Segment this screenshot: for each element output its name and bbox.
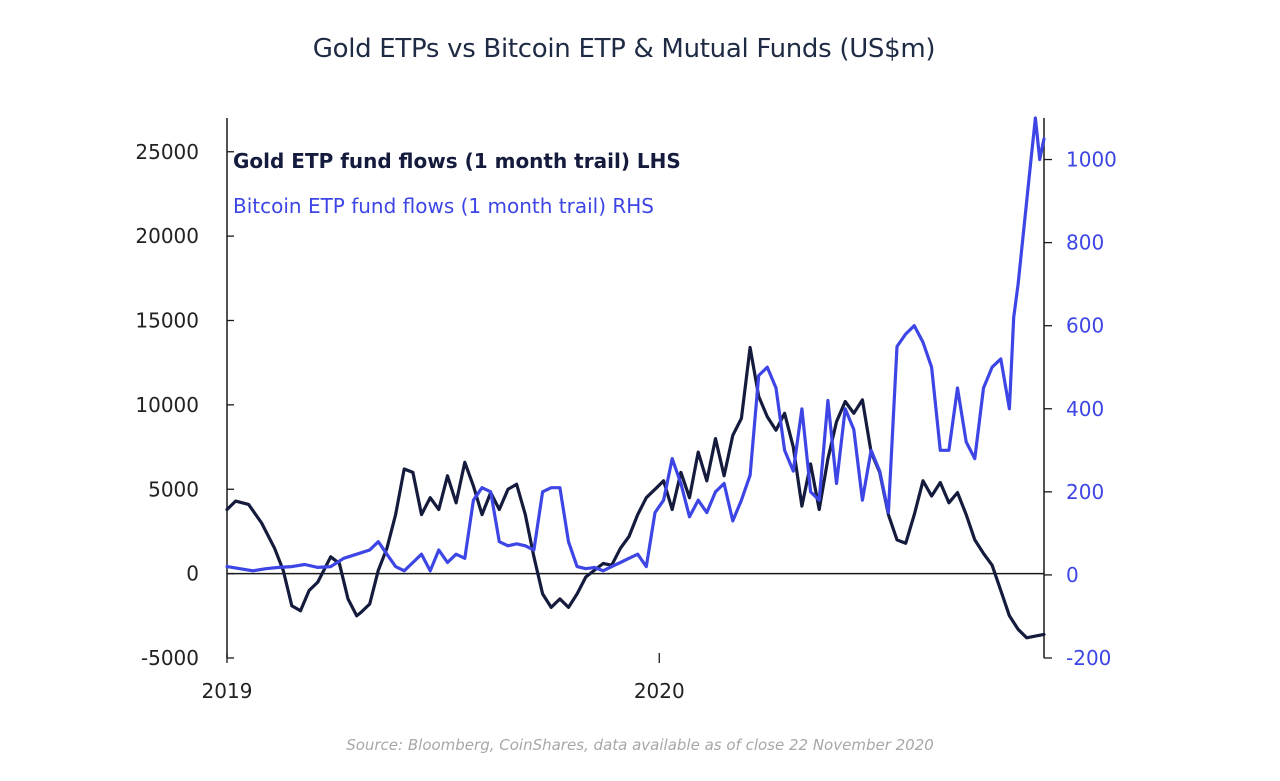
legend-bitcoin-label: Bitcoin ETP fund flows (1 month trail) R…: [233, 194, 654, 218]
gold-series-line: [225, 345, 1046, 640]
x-tick-label: 2019: [202, 679, 253, 703]
y-left-tick-label: 5000: [148, 477, 199, 501]
y-left-tick-label: 0: [186, 562, 199, 586]
chart-title: Gold ETPs vs Bitcoin ETP & Mutual Funds …: [312, 34, 936, 64]
y-right-tick-label: 200: [1066, 480, 1104, 504]
y-right-tick-label: 0: [1066, 563, 1079, 587]
chart-source: Source: Bloomberg, CoinShares, data avai…: [346, 736, 934, 754]
bitcoin-series-line: [225, 116, 1046, 573]
y-left-tick-label: 25000: [135, 140, 199, 164]
y-left-tick-label: -5000: [141, 646, 199, 670]
y-right-tick-label: 1000: [1066, 148, 1117, 172]
x-tick-label: 2020: [634, 679, 685, 703]
y-right-tick-label: 400: [1066, 397, 1104, 421]
y-left-tick-label: 20000: [135, 224, 199, 248]
y-right-tick-label: 800: [1066, 231, 1104, 255]
y-left-tick-label: 15000: [135, 309, 199, 333]
y-right-tick-label: -200: [1066, 646, 1111, 670]
legend-gold-label: Gold ETP fund flows (1 month trail) LHS: [233, 149, 681, 173]
y-left-tick-label: 10000: [135, 393, 199, 417]
y-right-tick-label: 600: [1066, 314, 1104, 338]
